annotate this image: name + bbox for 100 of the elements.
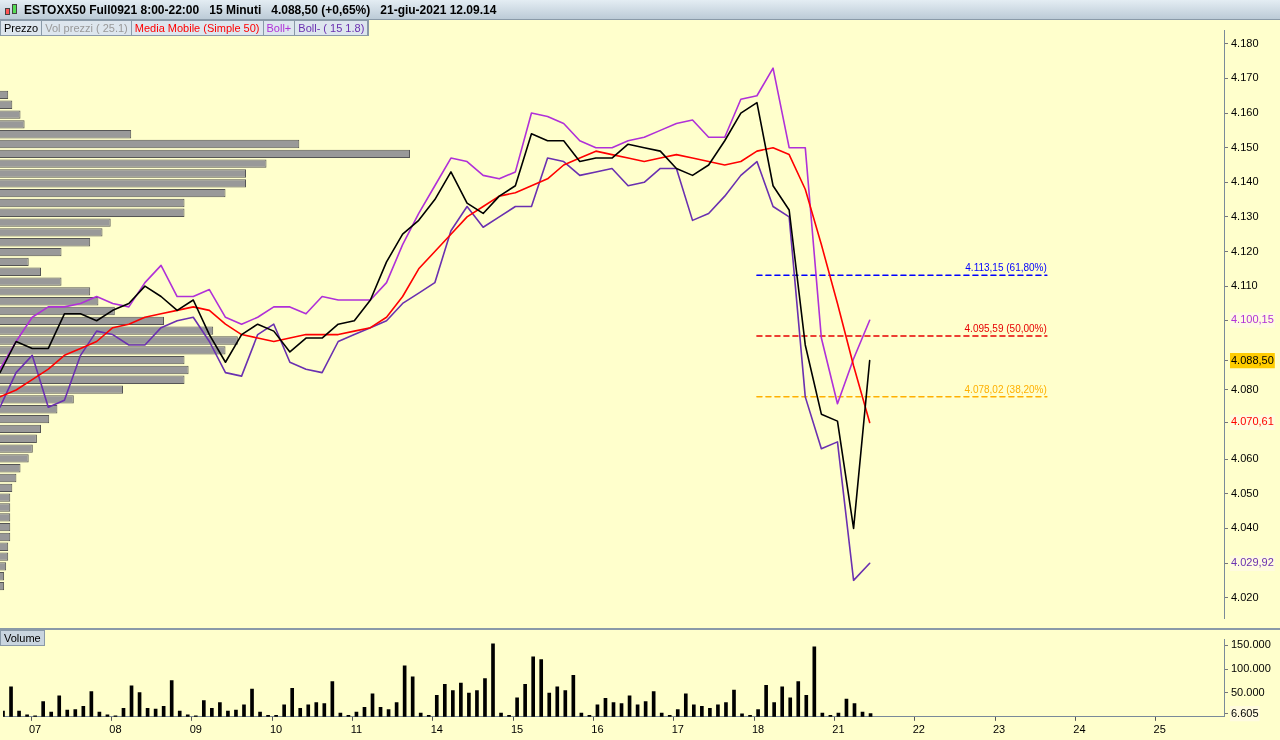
- bar: [201, 700, 206, 717]
- bar: [169, 680, 174, 717]
- y-tick-label: 4.060: [1231, 452, 1259, 465]
- y-tick-label: 100.000: [1231, 662, 1271, 675]
- bar: [434, 695, 439, 717]
- bar: [732, 689, 736, 717]
- bar: [796, 681, 801, 717]
- y-tick-label: 4.140: [1231, 175, 1259, 188]
- y-tick-label: 4.150: [1231, 140, 1259, 153]
- series-label: 4.113,15 (61,80%): [965, 261, 1047, 273]
- text: Media Mobile (Simple 50): [131, 21, 264, 35]
- bar: [306, 704, 311, 717]
- x-tick-label: 07: [29, 723, 42, 736]
- text: Boll+: [263, 21, 296, 35]
- series-label: 4.095,59 (50,00%): [964, 322, 1047, 334]
- bar: [81, 705, 86, 717]
- bar: [483, 678, 487, 717]
- bar: [298, 707, 303, 717]
- y-tick-label: 50.000: [1231, 686, 1265, 698]
- bar: [547, 692, 552, 717]
- bar: [282, 704, 286, 717]
- bar: [523, 684, 527, 717]
- bar: [250, 688, 254, 717]
- y-tick-label: 4.080: [1231, 382, 1259, 395]
- bar: [218, 702, 222, 717]
- bar: [314, 702, 319, 717]
- y-tick-label: 4.160: [1231, 106, 1259, 119]
- series-label: 4.078,02 (38,20%): [964, 383, 1047, 395]
- bar: [708, 707, 712, 717]
- x-tick-label: 18: [751, 723, 765, 736]
- legend-label: Vol prezzi ( 25.1): [42, 21, 132, 35]
- bar: [515, 697, 519, 717]
- bar: [780, 686, 785, 717]
- y-tick-label: 4.130: [1231, 209, 1259, 222]
- x-tick-label: 22: [912, 723, 925, 736]
- x-tick-label: 21: [832, 723, 845, 736]
- text: Prezzo: [1, 21, 43, 35]
- bar: [716, 704, 720, 717]
- bar: [724, 702, 728, 717]
- bar: [675, 709, 680, 717]
- bar: [410, 676, 415, 717]
- bar: [73, 709, 78, 717]
- y-tick-label: 150.000: [1231, 638, 1271, 651]
- x-tick-label: 10: [269, 723, 283, 736]
- y-tick-label: 4.029,92: [1231, 556, 1274, 569]
- chart-title: ESTOXX50 Full0921 8:00-22:00 15 Minuti 4.088,50 (+0,65%) 21-giu-2021 12.09.14: [24, 2, 497, 17]
- bar: [563, 690, 568, 717]
- bar: [57, 695, 62, 717]
- y-tick-label: 4.120: [1231, 244, 1259, 257]
- y-tick-label: 4.070,61: [1231, 415, 1274, 428]
- bar: [322, 703, 327, 717]
- x-tick-label: 23: [992, 723, 1006, 736]
- bar: [290, 687, 295, 717]
- bar: [804, 695, 809, 717]
- y-tick-label: 4.100,15: [1231, 313, 1274, 326]
- y-tick-label: 4.170: [1231, 71, 1259, 84]
- bar: [812, 646, 817, 717]
- y-tick-label: 4.040: [1231, 521, 1259, 534]
- y-tick-label: 4.110: [1231, 279, 1258, 292]
- bar: [9, 686, 13, 717]
- bar: [41, 701, 45, 717]
- bar: [442, 684, 447, 717]
- bar: [234, 709, 238, 717]
- x-tick-label: 16: [591, 723, 604, 736]
- bar: [491, 643, 495, 717]
- bar: [683, 693, 688, 717]
- bar: [764, 685, 768, 717]
- bar: [467, 692, 471, 717]
- bar: [177, 710, 182, 717]
- x-tick-label: 09: [189, 723, 202, 736]
- bar: [788, 697, 793, 717]
- bar: [475, 690, 479, 717]
- x-tick-label: 08: [109, 723, 122, 736]
- y-tick-label: 4.180: [1231, 36, 1259, 49]
- x-tick-label: 25: [1153, 723, 1166, 736]
- bar: [772, 702, 776, 717]
- bar: [555, 686, 560, 717]
- bar: [459, 682, 463, 717]
- bar: [451, 690, 455, 717]
- x-tick-label: 11: [350, 723, 363, 736]
- y-tick-label: 4.088,50: [1231, 353, 1274, 366]
- bar: [210, 707, 214, 717]
- y-tick-label: 6.605: [1231, 706, 1259, 719]
- chart-title: Volume: [0, 630, 45, 646]
- bar: [539, 659, 544, 717]
- x-tick-label: 15: [510, 723, 524, 736]
- x-tick-label: 24: [1073, 723, 1086, 736]
- bar: [700, 705, 704, 717]
- text: Boll- ( 15 1.8): [295, 21, 369, 35]
- bar: [242, 704, 246, 717]
- bar: [692, 704, 696, 717]
- x-tick-label: 14: [430, 723, 443, 736]
- y-tick-label: 4.020: [1231, 590, 1259, 603]
- bar: [17, 710, 21, 717]
- bar: [65, 709, 70, 717]
- x-tick-label: 17: [671, 723, 684, 736]
- bar: [756, 709, 760, 717]
- bar: [531, 656, 535, 717]
- bar: [226, 710, 230, 717]
- y-tick-label: 4.050: [1231, 486, 1259, 499]
